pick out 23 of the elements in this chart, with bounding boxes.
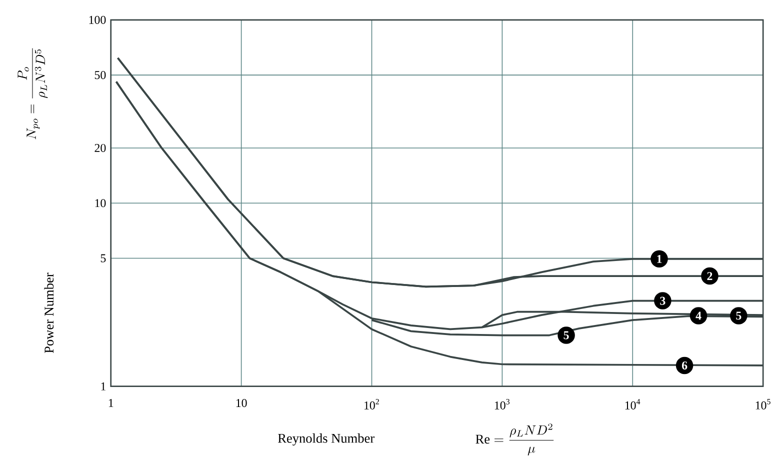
y-axis-title: Power Number bbox=[44, 272, 54, 354]
x-tick-label: 1 bbox=[108, 398, 114, 407]
x-tick-label: 10 bbox=[236, 398, 247, 408]
x-axis-title: Reynolds Number bbox=[278, 433, 374, 446]
x-tick-label: 10$^{2}$ bbox=[364, 398, 379, 410]
y-tick-label: 1 bbox=[101, 382, 106, 390]
annotation: 1 bbox=[657, 254, 662, 263]
x-tick-label: 10$^{4}$ bbox=[625, 398, 640, 410]
y-tick-label: 50 bbox=[94, 71, 106, 80]
x-tick-label: 10$^{3}$ bbox=[494, 398, 510, 410]
annotation: 5 bbox=[564, 331, 569, 340]
y-tick-label: 10 bbox=[95, 199, 106, 208]
annotation: 4 bbox=[696, 312, 702, 320]
annotation: 6 bbox=[682, 361, 688, 370]
annotation: 3 bbox=[660, 296, 666, 305]
text: $\mathrm{Re} = \frac{\rho_L N D^2}{\mu}$ bbox=[476, 424, 554, 456]
text: $N_{po} = \frac{P_o}{\rho_L N^3 D^5}$ bbox=[18, 48, 48, 140]
x-tick-label: 10$^{5}$ bbox=[756, 398, 770, 410]
y-tick-label: 20 bbox=[94, 144, 106, 152]
annotation: 5 bbox=[736, 312, 742, 320]
annotation: 2 bbox=[707, 272, 712, 280]
y-tick-label: 5 bbox=[100, 254, 106, 262]
y-tick-label: 100 bbox=[89, 16, 106, 24]
